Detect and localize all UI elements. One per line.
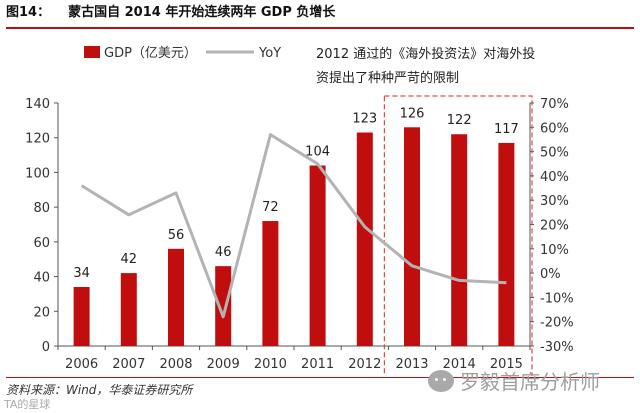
- figure-title: 图14： 蒙古国自 2014 年开始连续两年 GDP 负增长: [6, 2, 626, 24]
- y-left-tick-label: 40: [33, 271, 50, 286]
- gdp-bar-label: 117: [494, 122, 519, 137]
- gdp-bar: [215, 266, 232, 346]
- gdp-bar-label: 34: [73, 266, 90, 281]
- chart-annotation-line: 资提出了种种严苛的限制: [316, 70, 459, 86]
- y-left-tick-label: 80: [33, 201, 50, 216]
- y-left-tick-label: 0: [42, 340, 50, 355]
- gdp-chart: GDP（亿美元） YoY 2012 通过的《海外投资法》对海外投资提出了种种严苛的限…: [25, 46, 574, 376]
- x-tick-label: 2008: [159, 357, 192, 372]
- y-left-tick-label: 120: [25, 132, 50, 147]
- yoy-line: [80, 133, 507, 319]
- y-left-tick-label: 100: [25, 166, 50, 181]
- figure-number: 图14：: [6, 5, 51, 20]
- watermark-text: 罗毅首席分析师: [460, 370, 600, 394]
- gdp-bar: [262, 221, 279, 346]
- y-right-tick-label: 70%: [540, 97, 569, 112]
- y-left-tick-label: 140: [25, 97, 50, 112]
- gdp-bar-label: 104: [305, 144, 330, 159]
- gdp-bar: [451, 134, 468, 346]
- x-tick-label: 2006: [65, 357, 98, 372]
- y-right-tick-label: 20%: [540, 219, 569, 234]
- chart-annotation-line: 2012 通过的《海外投资法》对海外投: [316, 46, 535, 62]
- y-right-tick-label: 10%: [540, 243, 569, 258]
- gdp-bar: [309, 165, 326, 346]
- figure-title-text: 蒙古国自 2014 年开始连续两年 GDP 负增长: [68, 5, 336, 20]
- gdp-bar: [120, 273, 137, 346]
- gdp-bar: [498, 142, 515, 346]
- gdp-bar: [356, 132, 373, 346]
- y-right-tick-label: 40%: [540, 170, 569, 185]
- y-left-tick-label: 60: [33, 236, 50, 251]
- gdp-bar-label: 122: [447, 113, 472, 128]
- y-right-tick-label: 0%: [540, 267, 561, 282]
- gdp-bar-label: 56: [168, 228, 185, 243]
- gdp-bar-label: 46: [215, 245, 232, 260]
- wechat-icon: [428, 369, 454, 392]
- gdp-bar-label: 123: [352, 112, 377, 127]
- y-right-tick-label: 60%: [540, 121, 569, 136]
- gdp-bar-label: 126: [400, 106, 425, 121]
- y-right-tick-label: 50%: [540, 146, 569, 161]
- source-note: 资料来源：Wind，华泰证券研究所: [6, 383, 193, 397]
- x-tick-label: 2010: [254, 357, 287, 372]
- watermark: 罗毅首席分析师: [428, 366, 600, 395]
- y-right-tick-label: 30%: [540, 194, 569, 209]
- x-tick-label: 2014: [443, 357, 476, 372]
- legend-label-gdp: GDP（亿美元）: [104, 46, 197, 61]
- y-right-tick-label: -10%: [540, 291, 574, 306]
- x-tick-label: 2007: [112, 357, 145, 372]
- title-rule: [6, 27, 634, 29]
- highlight-box: [383, 95, 533, 376]
- y-right-tick-label: -30%: [540, 340, 574, 355]
- gdp-bar-label: 72: [262, 200, 279, 215]
- legend-label-yoy: YoY: [258, 46, 281, 61]
- source-rule: [6, 377, 634, 378]
- x-tick-label: 2015: [490, 357, 523, 372]
- corner-mark: TA的星球: [4, 398, 51, 411]
- y-left-tick-label: 20: [33, 305, 50, 320]
- y-right-tick-label: -20%: [540, 316, 574, 331]
- legend-swatch-gdp: [84, 46, 100, 58]
- x-tick-label: 2011: [301, 357, 334, 372]
- gdp-bar: [404, 127, 420, 346]
- gdp-bar: [168, 248, 184, 346]
- x-tick-label: 2012: [348, 357, 381, 372]
- x-tick-label: 2013: [395, 357, 428, 372]
- gdp-bar: [73, 286, 90, 346]
- x-tick-label: 2009: [207, 357, 240, 372]
- gdp-bar-label: 42: [121, 252, 138, 267]
